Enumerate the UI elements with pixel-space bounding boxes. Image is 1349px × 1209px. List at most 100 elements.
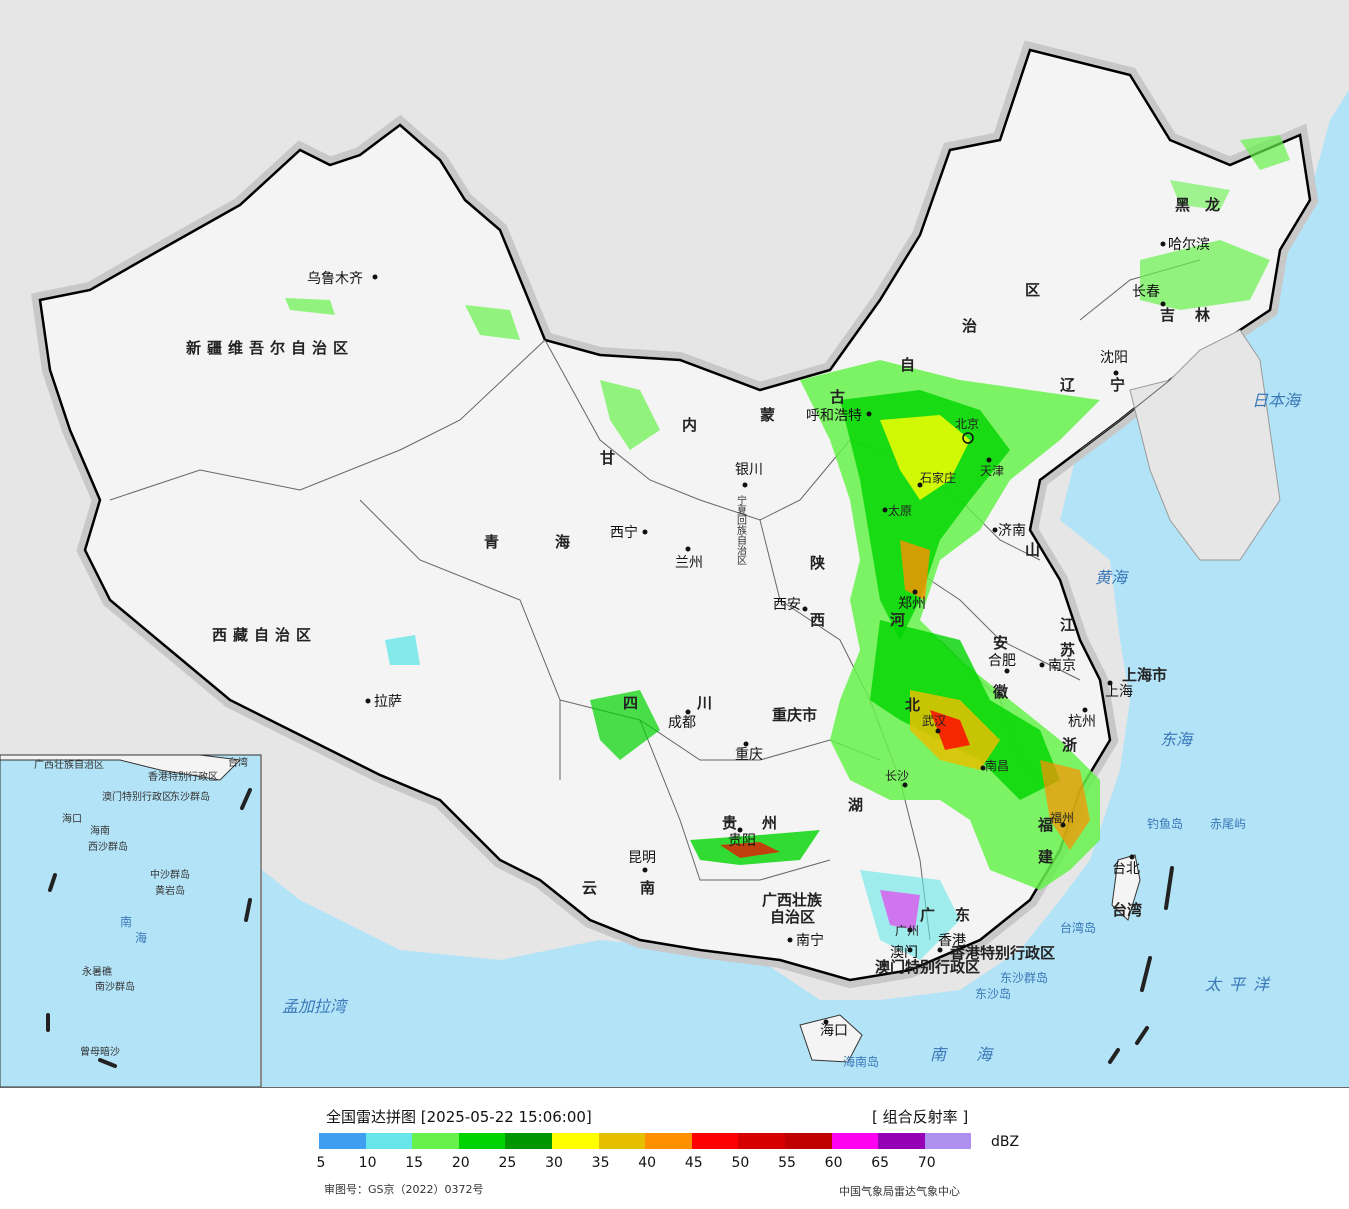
label-liao: 辽 [1060, 376, 1075, 394]
colorbar-swatch [645, 1133, 692, 1149]
city-tianjin: 天津 [980, 464, 1004, 478]
label-ji: 吉 [1160, 306, 1175, 324]
ocean [262, 90, 1349, 1087]
organization: 中国气象局雷达气象中心 [839, 1185, 960, 1198]
city-yinchuan: 银川 [735, 462, 763, 478]
label-si: 四 [623, 694, 638, 712]
colorbar-swatch [598, 1133, 646, 1149]
label-yunnan-nan: 南 [640, 879, 655, 897]
colorbar-swatch [319, 1133, 366, 1149]
colorbar-swatch [878, 1133, 925, 1149]
sea-south-china: 南海 [930, 1045, 1022, 1064]
inset-zhongsha: 中沙群岛 [150, 868, 190, 881]
colorbar-tick-label: 55 [778, 1155, 796, 1171]
colorbar-swatch [784, 1133, 832, 1149]
sea-japan: 日本海 [1252, 391, 1302, 410]
inset-coast [0, 754, 242, 781]
city-jinan: 济南 [998, 523, 1026, 539]
city-taiyuan: 太原 [888, 503, 912, 518]
city-changsha: 长沙 [885, 769, 909, 783]
city-kunming: 昆明 [628, 850, 656, 866]
city-nanning: 南宁 [796, 932, 824, 949]
inset-ocean [0, 755, 260, 1087]
inset-hk: 香港特别行政区 [148, 770, 218, 783]
city-harbin: 哈尔滨 [1168, 237, 1210, 253]
city-shijiazhuang: 石家庄 [920, 470, 956, 485]
legend-title: 全国雷达拼图 [2025-05-22 15:06:00] [326, 1108, 592, 1126]
colorbar-swatch [458, 1133, 506, 1149]
colorbar-unit: dBZ [991, 1134, 1020, 1150]
colorbar-tick-label: 70 [917, 1155, 936, 1171]
label-zhe: 浙 [1062, 736, 1077, 754]
colorbar-swatch [831, 1133, 879, 1149]
city-guiyang: 贵阳 [728, 833, 756, 849]
city-fuzhou: 福州 [1050, 810, 1074, 825]
city-xian: 西安 [773, 597, 801, 613]
inset-guangxi: 广西壮族自治区 [34, 758, 104, 771]
city-taipei: 台北 [1112, 861, 1140, 877]
province-labels: 新疆维吾尔自治区 西藏自治区 青 海 内 蒙 古 自 治 区 甘 四 川 云 南… [186, 196, 1220, 976]
city-macau: 澳门 [890, 945, 918, 961]
city-lanzhou: 兰州 [675, 555, 703, 571]
city-hohhot: 呼和浩特 [806, 408, 862, 424]
city-urumqi: 乌鲁木齐 [307, 271, 363, 287]
inset-taiwan: 台湾 [228, 756, 248, 769]
label-long: 龙 [1204, 196, 1220, 214]
korea-japan-land [1129, 329, 1281, 561]
city-xining: 西宁 [610, 524, 638, 541]
label-hei: 黑 [1175, 196, 1190, 214]
city-haikou: 海口 [820, 1023, 848, 1039]
inset-haikou: 海口 [62, 812, 82, 825]
island-hainan: 海南岛 [843, 1054, 879, 1069]
sea-east: 东海 [1160, 730, 1194, 749]
label-shaanxi-xi: 西 [810, 611, 825, 629]
sea-yellow: 黄海 [1095, 568, 1129, 587]
legend-panel: 全国雷达拼图 [2025-05-22 15:06:00] [ 组合反射率 ] 5… [0, 1087, 1349, 1209]
colorbar-tick-label: 5 [316, 1155, 326, 1171]
inset-sea-nan: 南 [120, 914, 132, 929]
colorbar-swatch [551, 1133, 599, 1149]
sea-pacific: 太平洋 [1205, 975, 1277, 994]
label-ning: 宁 [1110, 376, 1125, 394]
label-guang: 广 [920, 906, 935, 924]
label-dong: 东 [955, 906, 970, 924]
sea-labels: 日本海 黄海 东海 太平洋 南海 孟加拉湾 钓鱼岛 赤尾屿 台湾岛 东沙群岛 东… [282, 391, 1302, 1069]
review-number: 审图号：GS京（2022）0372号 [324, 1183, 484, 1196]
city-hefei: 合肥 [988, 653, 1016, 669]
colorbar-tick-label: 40 [638, 1155, 657, 1171]
inset-zengmu: 曾母暗沙 [80, 1045, 120, 1058]
island-taiwan: 台湾岛 [1060, 920, 1096, 935]
colorbar-swatch [924, 1133, 972, 1149]
label-nei: 内 [682, 416, 697, 434]
cities: 乌鲁木齐 拉萨 西宁 兰州 银川 呼和浩特 北京 天津 石家庄 太原 济南 西安… [307, 237, 1210, 1039]
colorbar-tick-label: 25 [498, 1155, 517, 1171]
label-hk-sar: 香港特别行政区 [950, 944, 1055, 962]
label-jian: 建 [1038, 848, 1054, 866]
label-hubei-bei: 北 [905, 696, 920, 714]
sea-bengal: 孟加拉湾 [282, 997, 349, 1016]
label-chuan: 川 [696, 694, 712, 712]
colorbar-tick-label: 65 [871, 1155, 890, 1171]
label-gui: 贵 [722, 814, 737, 832]
colorbar-tick-label: 45 [684, 1155, 703, 1171]
label-an: 安 [993, 634, 1008, 652]
colorbar-swatch [365, 1133, 413, 1149]
label-chongqing-shi: 重庆市 [772, 706, 817, 724]
label-fu: 福 [1037, 816, 1053, 834]
city-nanchang: 南昌 [985, 758, 1009, 773]
inset-sea-hai: 海 [135, 930, 147, 945]
inset-labels: 广西壮族自治区 香港特别行政区 澳门特别行政区 东沙群岛 海口 海南 西沙群岛 … [34, 756, 248, 1058]
label-hui: 徽 [992, 683, 1009, 701]
label-xinjiang: 新疆维吾尔自治区 [186, 339, 354, 357]
colorbar-tick-label: 20 [451, 1155, 470, 1171]
nine-dash-line [46, 788, 1174, 1068]
colorbar-swatch [691, 1133, 739, 1149]
label-su: 苏 [1060, 641, 1075, 659]
inset-dongsha: 东沙群岛 [170, 790, 210, 803]
legend-product: [ 组合反射率 ] [872, 1108, 969, 1126]
city-chengdu: 成都 [668, 715, 696, 731]
island-dongsha: 东沙岛 [975, 986, 1011, 1001]
inset-xisha: 西沙群岛 [88, 840, 128, 853]
label-hunan-hu: 湖 [848, 796, 863, 814]
label-qu: 区 [1025, 281, 1040, 299]
